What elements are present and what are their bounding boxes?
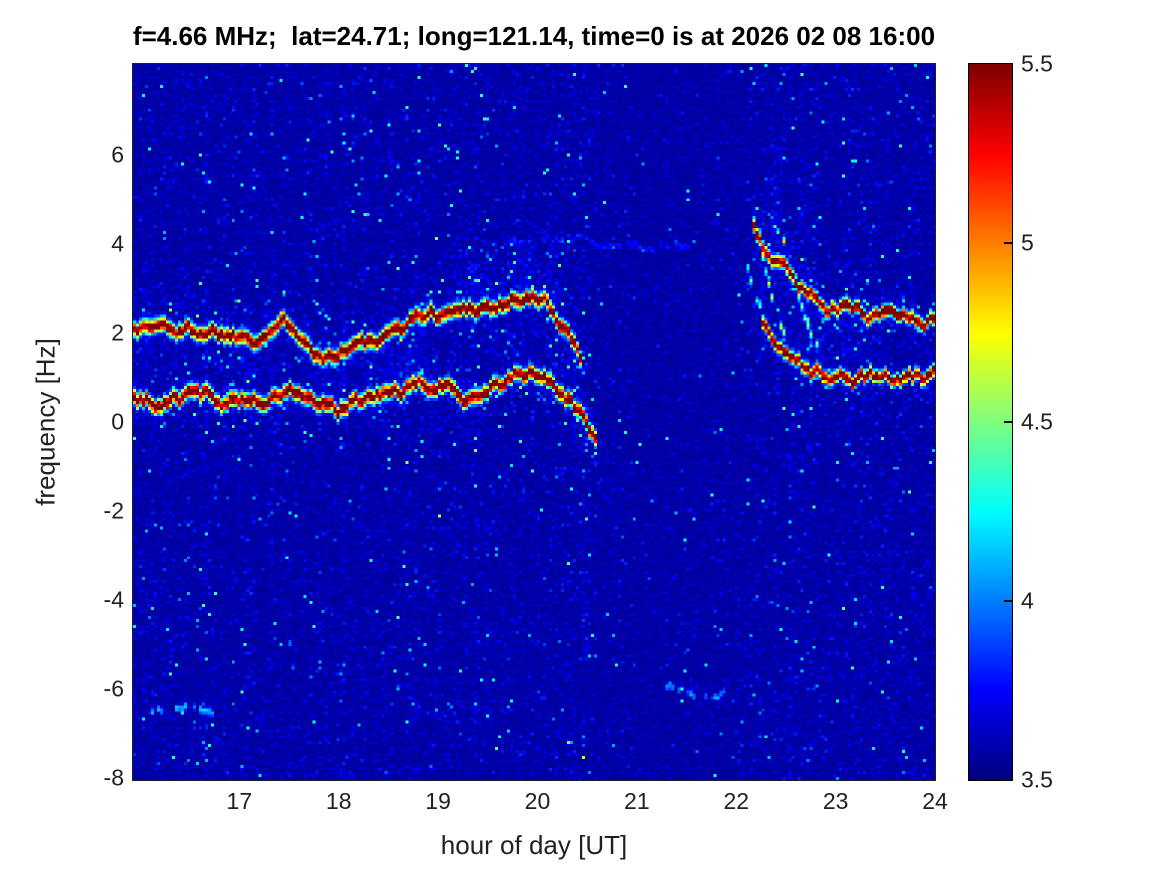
x-tick-19: 19: [425, 788, 451, 814]
y-tick-neg8: -8: [103, 764, 124, 791]
colorbar-tick-3p5: 3.5: [1021, 766, 1053, 793]
colorbar-tick-mark: [1004, 421, 1012, 423]
y-tick-neg4: -4: [103, 586, 124, 613]
y-tick-neg6: -6: [103, 675, 124, 702]
colorbar-tick-mark: [1004, 242, 1012, 244]
y-tick-6: 6: [111, 141, 124, 168]
spectrogram-heatmap: [132, 63, 936, 781]
plot-title: f=4.66 MHz; lat=24.71; long=121.14, time…: [132, 21, 936, 51]
x-tick-24: 24: [922, 788, 948, 814]
y-tick-4: 4: [111, 230, 124, 257]
colorbar-tick-5p5: 5.5: [1021, 50, 1053, 77]
colorbar-tick-4: 4: [1021, 587, 1034, 614]
x-tick-22: 22: [723, 788, 750, 814]
x-axis-label: hour of day [UT]: [440, 830, 628, 860]
y-tick-2: 2: [111, 319, 124, 346]
colorbar-tick-mark: [1004, 600, 1012, 602]
x-tick-18: 18: [325, 788, 352, 814]
x-tick-20: 20: [524, 788, 551, 814]
x-tick-21: 21: [624, 788, 650, 814]
x-tick-23: 23: [822, 788, 849, 814]
x-tick-17: 17: [226, 788, 253, 814]
colorbar-tick-5: 5: [1021, 229, 1034, 256]
y-tick-neg2: -2: [103, 497, 124, 524]
colorbar-tick-4p5: 4.5: [1021, 408, 1053, 435]
y-tick-0: 0: [111, 408, 124, 435]
